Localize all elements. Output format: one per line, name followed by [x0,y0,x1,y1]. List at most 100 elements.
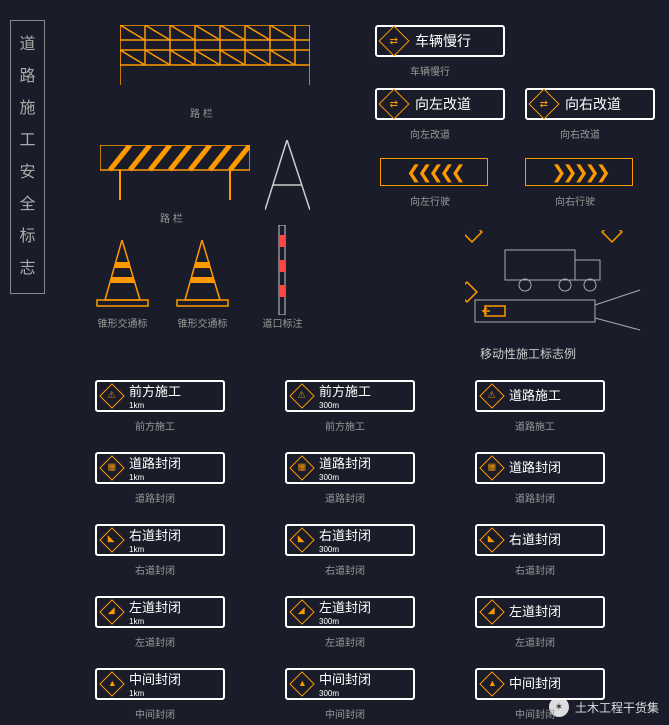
title-char: 路 [15,61,40,93]
construction-sign: 道路施工 [475,380,605,412]
road-post [275,225,289,315]
sign-diamond-icon [99,383,124,408]
watermark-text: 土木工程干货集 [575,699,659,716]
sign-label: 道路封闭 [129,456,181,471]
sign-sublabel: 300m [319,401,371,410]
grid-sign-caption: 左道封闭 [135,634,175,649]
title-char: 工 [15,125,40,157]
grid-sign-caption: 左道封闭 [515,634,555,649]
construction-sign: 道路封闭 [475,452,605,484]
sign-diamond-icon [479,383,504,408]
sign-sublabel: 1km [129,473,181,482]
sign-label: 道路封闭 [509,460,561,475]
sign-label: 左道封闭 [509,604,561,619]
sign-caption: 车辆慢行 [410,63,450,78]
construction-sign: 前方施工 300m [285,380,415,412]
chevron-icon: ❮❮❮❮❮ [406,162,461,183]
warning-sign: ⇄ 向左改道 [375,88,505,120]
title-char: 道 [15,29,40,61]
sign-label: 向右改道 [565,94,621,114]
title-char: 施 [15,93,40,125]
chevron-sign: ❯❯❯❯❯ [525,158,633,186]
title-char: 志 [15,253,40,285]
warning-sign: ⇄ 车辆慢行 [375,25,505,57]
sign-text-wrap: 中间封闭 [509,675,561,693]
sign-label: 右道封闭 [509,532,561,547]
sign-diamond-icon [289,527,314,552]
title-char: 全 [15,189,40,221]
sign-label: 中间封闭 [129,672,181,687]
grid-sign-caption: 右道封闭 [515,562,555,577]
sign-text-wrap: 左道封闭 [509,603,561,621]
sign-label: 左道封闭 [129,600,181,615]
sign-label: 前方施工 [129,384,181,399]
sign-label: 左道封闭 [319,600,371,615]
construction-sign: 右道封闭 [475,524,605,556]
sign-text-wrap: 道路封闭 1km [129,455,181,482]
grid-sign-caption: 右道封闭 [325,562,365,577]
sign-label: 中间封闭 [509,676,561,691]
construction-sign: 中间封闭 [475,668,605,700]
sign-text-wrap: 右道封闭 [509,531,561,549]
construction-sign: 中间封闭 300m [285,668,415,700]
sign-diamond-icon [479,527,504,552]
grid-sign-caption: 道路封闭 [325,490,365,505]
sign-text-wrap: 右道封闭 1km [129,527,181,554]
grid-sign-caption: 道路施工 [515,418,555,433]
sign-text-wrap: 左道封闭 1km [129,599,181,626]
sign-sublabel: 1km [129,617,181,626]
grid-sign-caption: 前方施工 [135,418,175,433]
sign-text-wrap: 道路封闭 300m [319,455,371,482]
sign-diamond-icon [99,527,124,552]
construction-sign: 左道封闭 300m [285,596,415,628]
diamond-icon: ⇄ [378,88,409,119]
construction-sign: 左道封闭 1km [95,596,225,628]
cone-caption-1: 锥形交通标 [95,315,150,330]
sign-text-wrap: 前方施工 300m [319,383,371,410]
sign-label: 车辆慢行 [415,31,471,51]
title-char: 安 [15,157,40,189]
sign-caption: 向右改道 [560,126,600,141]
fence-barrier-1 [120,25,310,85]
sign-sublabel: 300m [319,617,371,626]
sign-diamond-icon [99,455,124,480]
grid-sign-caption: 中间封闭 [325,706,365,721]
sign-label: 道路施工 [509,388,561,403]
title-char: 标 [15,221,40,253]
watermark: ✶ 土木工程干货集 [549,697,659,717]
cone-caption-3: 道口标注 [255,315,310,330]
sign-diamond-icon [479,599,504,624]
sign-label: 前方施工 [319,384,371,399]
sign-diamond-icon [289,599,314,624]
grid-sign-caption: 右道封闭 [135,562,175,577]
sign-diamond-icon [289,455,314,480]
chevron-caption: 向右行驶 [555,193,595,208]
mobile-construction-illustration [465,230,645,340]
sign-sublabel: 1km [129,689,181,698]
traffic-cone-1 [95,240,150,310]
chevron-sign: ❮❮❮❮❮ [380,158,488,186]
fence-caption-2: 路 栏 [160,210,183,225]
sign-diamond-icon [289,383,314,408]
sign-label: 右道封闭 [319,528,371,543]
sign-label: 中间封闭 [319,672,371,687]
sign-sublabel: 300m [319,545,371,554]
fence-caption-1: 路 栏 [190,105,213,120]
construction-sign: 道路封闭 1km [95,452,225,484]
barricade [100,145,250,200]
warning-sign: ⇄ 向右改道 [525,88,655,120]
sign-label: 右道封闭 [129,528,181,543]
construction-sign: 中间封闭 1km [95,668,225,700]
sign-diamond-icon [289,671,314,696]
sign-text-wrap: 道路施工 [509,387,561,405]
construction-sign: 右道封闭 1km [95,524,225,556]
sign-diamond-icon [99,671,124,696]
sign-text-wrap: 右道封闭 300m [319,527,371,554]
sign-text-wrap: 中间封闭 1km [129,671,181,698]
chevron-caption: 向左行驶 [410,193,450,208]
a-frame [265,140,310,210]
grid-sign-caption: 道路封闭 [135,490,175,505]
mobile-caption: 移动性施工标志例 [480,345,576,362]
sign-text-wrap: 前方施工 1km [129,383,181,410]
sign-sublabel: 300m [319,473,371,482]
